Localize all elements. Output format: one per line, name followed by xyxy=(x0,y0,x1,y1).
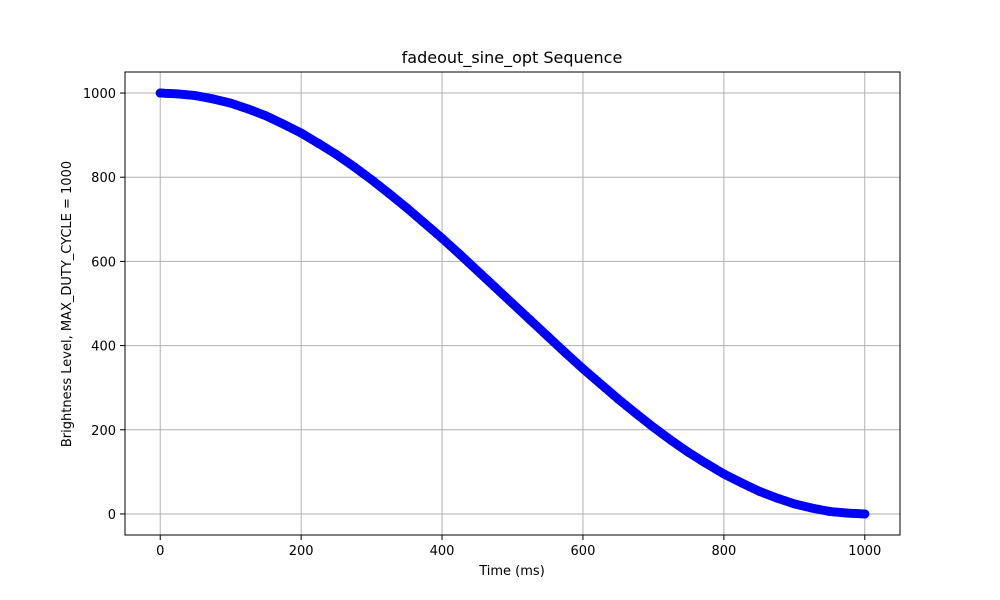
data-point xyxy=(807,503,817,513)
data-point xyxy=(825,506,835,516)
data-point xyxy=(789,499,799,509)
data-point xyxy=(842,508,852,518)
data-point xyxy=(543,331,553,341)
data-point xyxy=(279,119,289,129)
data-point xyxy=(490,282,500,292)
data-point xyxy=(173,89,183,99)
data-point xyxy=(331,149,341,159)
data-point xyxy=(736,478,746,488)
x-axis-label: Time (ms) xyxy=(478,564,545,579)
data-point xyxy=(455,249,465,259)
x-axis-ticks: 0 200 400 600 800 1000 xyxy=(156,535,881,559)
data-point xyxy=(666,435,676,445)
data-point xyxy=(243,104,253,114)
data-point xyxy=(155,88,165,98)
data-point xyxy=(860,509,870,519)
data-point xyxy=(648,422,658,432)
y-tick-label: 0 xyxy=(108,508,116,523)
x-tick-label: 1000 xyxy=(848,544,881,559)
data-point xyxy=(719,469,729,479)
chart-title: fadeout_sine_opt Sequence xyxy=(402,48,623,68)
y-axis-ticks: 0 200 400 600 800 1000 xyxy=(83,87,125,523)
data-point xyxy=(508,299,517,308)
y-tick-label: 600 xyxy=(91,255,116,270)
x-tick-label: 600 xyxy=(571,544,596,559)
data-point xyxy=(419,218,429,228)
data-point xyxy=(472,266,482,276)
data-point xyxy=(208,94,218,104)
y-tick-label: 200 xyxy=(91,424,116,439)
data-point xyxy=(226,98,236,108)
data-point xyxy=(437,233,447,243)
x-tick-label: 400 xyxy=(430,544,455,559)
x-tick-label: 200 xyxy=(289,544,314,559)
x-tick-label: 800 xyxy=(711,544,736,559)
data-point xyxy=(367,175,377,185)
data-point xyxy=(261,111,271,121)
data-point xyxy=(560,348,570,358)
y-tick-label: 800 xyxy=(91,171,116,186)
plot-frame xyxy=(124,71,901,536)
data-point xyxy=(296,128,306,138)
data-point xyxy=(596,379,606,389)
data-point xyxy=(701,458,711,468)
data-point xyxy=(384,189,394,199)
data-point xyxy=(684,448,694,458)
y-axis-label: Brightness Level, MAX_DUTY_CYCLE = 1000 xyxy=(60,161,75,447)
data-point xyxy=(631,408,641,418)
x-tick-label: 0 xyxy=(156,544,164,559)
data-point xyxy=(314,139,324,149)
grid-lines xyxy=(125,72,900,535)
data-point xyxy=(578,364,588,374)
data-point xyxy=(402,203,412,213)
data-point xyxy=(190,91,200,101)
data-point xyxy=(349,162,359,172)
data-series xyxy=(155,88,870,519)
data-point xyxy=(754,486,764,496)
data-point xyxy=(525,315,535,325)
data-point xyxy=(613,394,623,404)
y-tick-label: 400 xyxy=(91,340,116,355)
y-tick-label: 1000 xyxy=(83,87,116,102)
data-point xyxy=(772,493,782,503)
